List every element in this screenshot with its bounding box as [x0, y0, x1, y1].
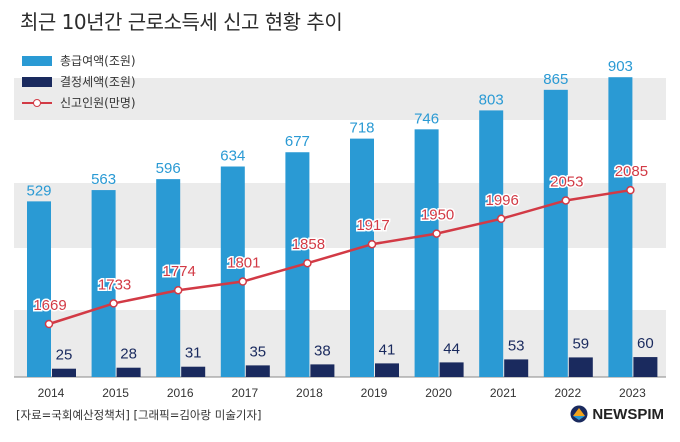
- legend-item-total: 총급여액(조원): [22, 52, 136, 69]
- legend-swatch-filers: [22, 98, 52, 108]
- data-label-total: 596: [156, 160, 181, 177]
- data-label-filers: 1917: [356, 217, 389, 234]
- data-label-total: 865: [543, 71, 568, 88]
- point-filers: [173, 285, 183, 295]
- data-label-total: 903: [608, 58, 633, 75]
- point-filers: [303, 258, 312, 268]
- data-label-tax: 31: [185, 345, 202, 362]
- bar-tax: [633, 357, 658, 377]
- data-label-tax: 35: [249, 343, 266, 360]
- data-label-tax: 59: [572, 335, 589, 352]
- x-tick-label: 2019: [361, 386, 388, 400]
- bar-total: [27, 201, 51, 377]
- point-filers: [432, 229, 441, 238]
- bar-total: [91, 190, 116, 377]
- bar-tax: [245, 365, 270, 377]
- chart-title: 최근 10년간 근로소득세 신고 현황 추이: [20, 10, 343, 34]
- x-tick-label: 2021: [490, 386, 517, 400]
- newspim-logo-icon: [570, 405, 588, 423]
- bar-tax: [52, 368, 76, 377]
- data-label-filers: 2085: [615, 163, 648, 180]
- x-tick-label: 2017: [231, 386, 258, 400]
- point-filers: [109, 299, 118, 308]
- data-label-total: 677: [285, 133, 310, 150]
- data-label-filers: 1669: [33, 297, 66, 314]
- data-label-tax: 41: [379, 341, 396, 358]
- data-label-total: 529: [26, 182, 51, 199]
- data-label-tax: 53: [508, 337, 525, 354]
- data-label-tax: 25: [56, 347, 73, 364]
- point-filers: [561, 196, 571, 205]
- data-label-total: 803: [479, 91, 504, 108]
- bar-tax: [375, 363, 399, 377]
- data-label-filers: 1733: [98, 276, 131, 293]
- legend-label-tax: 결정세액(조원): [60, 75, 136, 89]
- data-label-filers: 1858: [292, 236, 325, 253]
- point-filers: [44, 319, 54, 329]
- bar-tax: [181, 366, 206, 377]
- x-tick-label: 2016: [167, 386, 194, 400]
- data-label-filers: 1801: [227, 255, 260, 272]
- bar-total: [608, 77, 633, 377]
- point-filers: [496, 214, 506, 224]
- brand-name: NEWSPIM: [592, 405, 664, 423]
- bar-tax: [310, 364, 335, 377]
- source-credit: [자료=국회예산정책처] [그래픽=김아랑 미술기자]: [16, 408, 262, 422]
- data-label-tax: 44: [443, 340, 460, 357]
- legend-swatch-total: [22, 55, 52, 66]
- bar-tax: [504, 359, 529, 377]
- x-tick-label: 2022: [554, 386, 581, 400]
- legend-label-filers: 신고인원(만명): [60, 96, 136, 110]
- data-label-tax: 60: [637, 335, 654, 352]
- bar-total: [350, 138, 374, 377]
- legend-item-filers: 신고인원(만명): [22, 94, 136, 111]
- data-label-filers: 2053: [550, 173, 583, 190]
- bar-total: [479, 110, 504, 378]
- legend-item-tax: 결정세액(조원): [22, 73, 136, 90]
- point-filers: [238, 277, 248, 286]
- data-label-filers: 1774: [163, 263, 196, 280]
- bar-total: [543, 89, 568, 377]
- x-tick-label: 2014: [38, 386, 65, 400]
- x-tick-label: 2018: [296, 386, 323, 400]
- data-label-total: 563: [91, 171, 116, 188]
- data-label-filers: 1996: [486, 192, 519, 209]
- brand-logo: NEWSPIM: [570, 405, 664, 423]
- point-filers: [626, 185, 635, 195]
- data-label-total: 746: [414, 110, 439, 127]
- bar-total: [156, 179, 181, 377]
- data-label-filers: 1950: [421, 207, 454, 224]
- legend-label-total: 총급여액(조원): [60, 54, 136, 68]
- bar-tax: [568, 357, 593, 377]
- data-label-tax: 28: [120, 346, 137, 363]
- bar-tax: [116, 367, 141, 377]
- chart-legend: 총급여액(조원) 결정세액(조원) 신고인원(만명): [22, 52, 136, 115]
- bar-tax: [439, 362, 464, 377]
- line-filers: [48, 188, 631, 326]
- legend-swatch-tax: [22, 76, 52, 87]
- x-tick-label: 2023: [619, 386, 646, 400]
- bar-total: [220, 166, 245, 377]
- x-tick-label: 2020: [425, 386, 452, 400]
- data-label-total: 718: [349, 120, 374, 137]
- bar-total: [414, 129, 439, 377]
- x-tick-label: 2015: [102, 386, 129, 400]
- data-label-tax: 38: [314, 342, 331, 359]
- point-filers: [367, 239, 377, 249]
- data-label-total: 634: [220, 148, 245, 165]
